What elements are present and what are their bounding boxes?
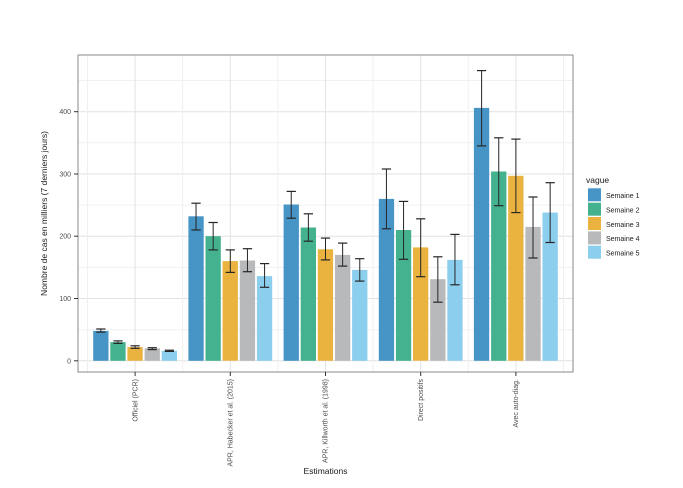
error-bars-layer — [96, 69, 555, 352]
bar — [317, 249, 334, 361]
y-axis-title: Nombre de cas en milliers (7 derniers jo… — [39, 131, 49, 296]
bar — [239, 260, 256, 361]
bar — [93, 330, 109, 361]
x-category-label: APR, Habecker et al. (2015) — [228, 379, 235, 467]
bar — [413, 247, 429, 361]
legend-swatch — [588, 188, 601, 202]
bar — [222, 261, 238, 361]
bar — [300, 227, 316, 361]
bar — [525, 226, 541, 361]
bar — [491, 171, 507, 361]
bar — [430, 279, 446, 361]
bar — [335, 254, 351, 361]
bar-layer — [93, 107, 558, 361]
bar — [205, 236, 221, 361]
legend-swatch — [588, 245, 601, 259]
y-tick-label: 300 — [59, 172, 71, 179]
bar — [508, 175, 524, 361]
y-tick-label: 400 — [59, 109, 71, 116]
legend: vague Semaine 1 Semaine 2 Semaine 3 Semaine… — [586, 175, 640, 259]
bar — [110, 342, 126, 361]
legend-entry-label: Semaine 1 — [606, 193, 640, 200]
y-tick-label: 100 — [59, 296, 71, 303]
bar — [127, 347, 143, 361]
axis-tick-labels-layer: 0 100 200 300 400 Officiel (PCR) APR, Habecker… — [59, 109, 520, 466]
bar — [542, 212, 558, 361]
legend-entry-label: Semaine 3 — [606, 222, 640, 229]
bar — [256, 276, 273, 361]
legend-swatch — [588, 217, 601, 230]
legend-title: vague — [586, 175, 609, 185]
bar — [144, 348, 160, 361]
legend-entry-label: Semaine 4 — [606, 236, 640, 243]
x-axis-title: Estimations — [304, 466, 348, 476]
legend-swatch — [588, 202, 601, 216]
x-category-label: Direct positifs — [418, 379, 425, 422]
x-category-label: Officiel (PCR) — [132, 379, 139, 422]
x-category-label: APR, Killworth et al. (1998) — [323, 379, 330, 463]
bar — [283, 204, 299, 361]
legend-entry-label: Semaine 5 — [606, 251, 640, 258]
x-category-label: Avec auto-diag. — [513, 379, 520, 428]
bar — [378, 198, 395, 361]
bar — [352, 269, 368, 361]
legend-entry-label: Semaine 2 — [606, 208, 640, 215]
y-tick-label: 200 — [59, 234, 71, 241]
legend-swatch — [588, 231, 601, 245]
axis-ticks-layer — [74, 111, 517, 376]
bar — [395, 230, 412, 361]
bar — [188, 216, 204, 361]
y-tick-label: 0 — [67, 358, 71, 365]
bar — [161, 350, 177, 361]
bar — [473, 107, 490, 361]
